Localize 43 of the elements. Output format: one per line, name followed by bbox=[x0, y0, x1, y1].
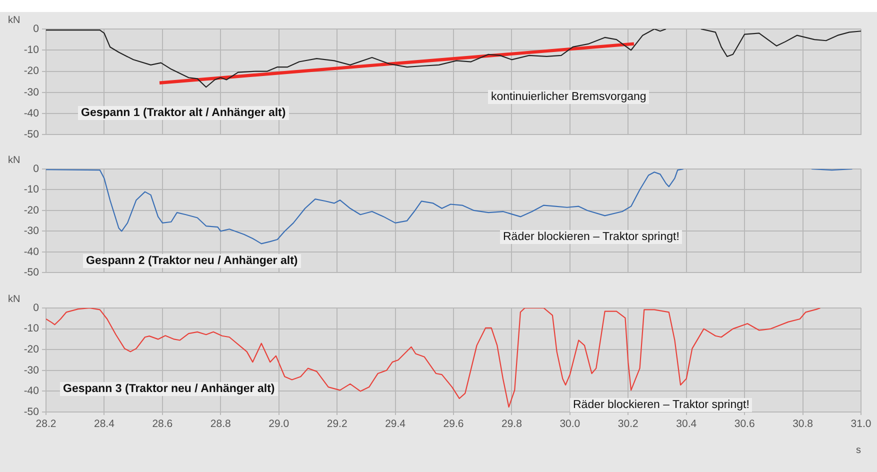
x-tick-label: 28.6 bbox=[152, 418, 173, 430]
y-tick-label: -20 bbox=[24, 343, 40, 356]
x-tick-label: 31.0 bbox=[850, 418, 872, 430]
y-tick-label: -30 bbox=[24, 86, 40, 98]
y-tick-label: -30 bbox=[24, 225, 40, 238]
y-tick-label: 0 bbox=[33, 302, 40, 314]
y-axis-title: kN bbox=[8, 294, 20, 305]
y-tick-label: 0 bbox=[33, 162, 40, 175]
x-tick-label: 29.0 bbox=[268, 418, 290, 430]
x-tick-label: 30.4 bbox=[676, 418, 697, 430]
y-tick-label: -10 bbox=[24, 322, 40, 335]
annotation: Gespann 2 (Traktor neu / Anhänger alt) bbox=[83, 254, 301, 268]
y-axis-title: kN bbox=[8, 14, 20, 26]
y-tick-label: -30 bbox=[24, 364, 40, 376]
annotation: Gespann 1 (Traktor alt / Anhänger alt) bbox=[78, 106, 289, 120]
x-tick-label: 28.4 bbox=[94, 418, 115, 430]
y-tick-label: -50 bbox=[24, 128, 40, 141]
x-tick-label: 29.6 bbox=[443, 418, 464, 430]
y-tick-label: -20 bbox=[24, 65, 40, 78]
annotation: Räder blockieren – Traktor springt! bbox=[500, 230, 682, 244]
x-tick-label: 30.2 bbox=[618, 418, 639, 430]
y-tick-label: -40 bbox=[24, 107, 40, 120]
y-tick-label: 0 bbox=[33, 22, 40, 35]
x-tick-label: 30.8 bbox=[792, 418, 814, 430]
annotation: Räder blockieren – Traktor springt! bbox=[570, 398, 752, 412]
y-tick-label: -20 bbox=[24, 204, 40, 216]
x-tick-label: 29.8 bbox=[501, 418, 522, 430]
y-tick-label: -40 bbox=[24, 246, 40, 258]
annotation: kontinuierlicher Bremsvorgang bbox=[488, 90, 650, 104]
annotation: Gespann 3 (Traktor neu / Anhänger alt) bbox=[60, 382, 278, 396]
x-tick-label: 29.2 bbox=[326, 418, 348, 430]
y-tick-label: -50 bbox=[24, 266, 40, 279]
x-tick-label: 30.0 bbox=[560, 418, 580, 430]
y-tick-label: -10 bbox=[24, 184, 40, 196]
y-tick-label: -10 bbox=[24, 44, 40, 56]
y-tick-label: -40 bbox=[24, 385, 40, 398]
x-tick-label: 28.8 bbox=[210, 418, 232, 430]
x-tick-label: 28.2 bbox=[36, 418, 56, 430]
x-tick-label: 30.6 bbox=[734, 418, 755, 430]
x-tick-label: 29.4 bbox=[385, 418, 406, 430]
x-axis-title: s bbox=[856, 444, 861, 456]
y-axis-title: kN bbox=[8, 154, 20, 166]
y-tick-label: -50 bbox=[24, 406, 40, 418]
